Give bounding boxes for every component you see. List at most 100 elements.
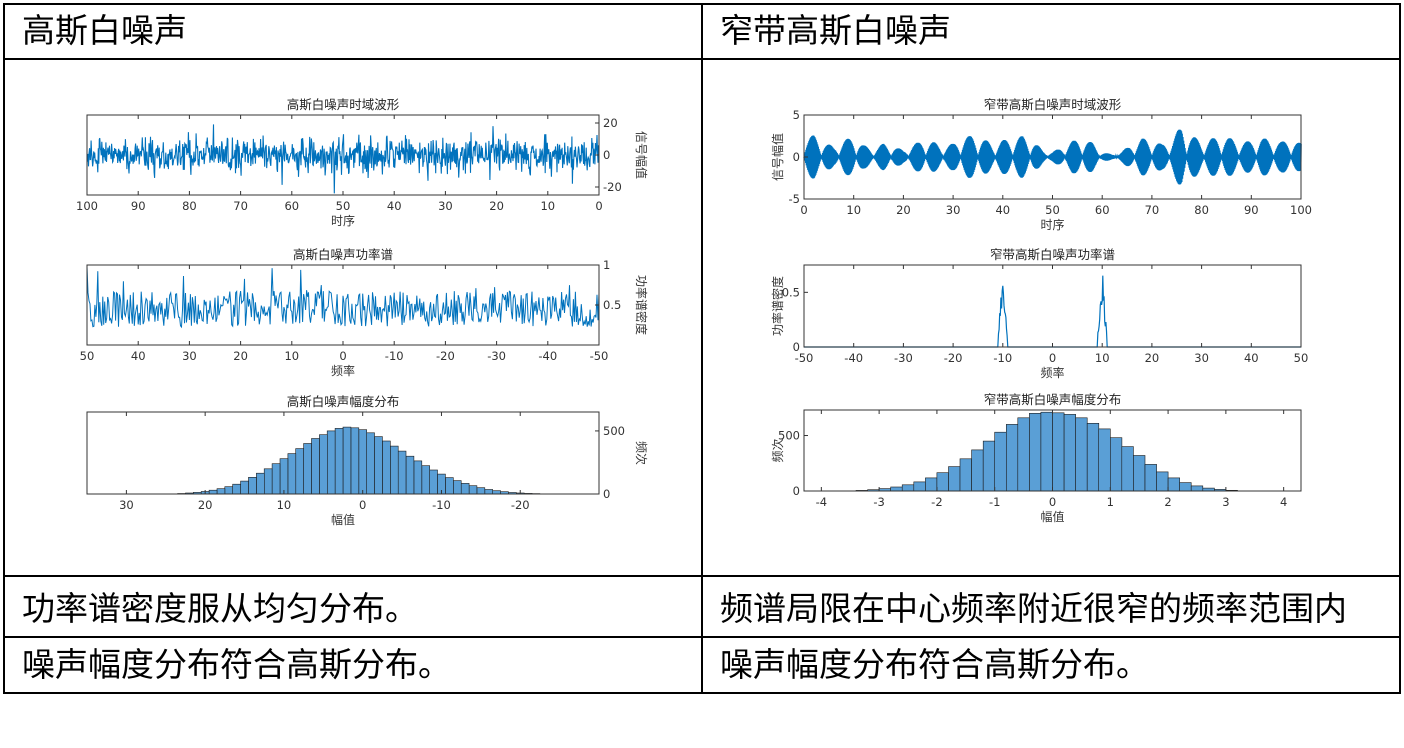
x-tick-label: 30 <box>182 349 197 363</box>
hist-bar <box>1029 412 1042 492</box>
x-tick-label: 40 <box>1244 351 1259 365</box>
hist-bar <box>460 483 470 495</box>
x-tick-label: 70 <box>1145 203 1160 217</box>
hist-bar <box>295 448 304 495</box>
y-tick-label: 0 <box>603 148 610 162</box>
hist-bar <box>468 485 478 495</box>
x-tick-label: 0 <box>1049 495 1056 509</box>
hist-bar <box>216 488 226 495</box>
y-axis-label: 频次 <box>634 441 648 465</box>
hist-bar <box>959 458 972 492</box>
x-axis-label: 时序 <box>331 213 355 228</box>
header-left: 高斯白噪声 <box>3 3 703 60</box>
hist-bar <box>1190 485 1204 492</box>
x-tick-label: 80 <box>1194 203 1209 217</box>
hist-bar <box>948 466 961 492</box>
x-tick-label: 0 <box>595 199 602 213</box>
chart-nb_psd: 窄带高斯白噪声功率谱 -50 -40 -30 -20 -10 0 10 20 30 40 50 0 0.5… <box>770 247 1308 380</box>
hist-bar <box>1121 446 1134 492</box>
hist-bar <box>982 440 996 492</box>
hist-bar <box>397 450 407 495</box>
y-tick-label: 500 <box>778 429 800 443</box>
x-tick-label: 20 <box>1145 351 1160 365</box>
y-tick-label: -5 <box>789 192 800 206</box>
x-tick-label: 1 <box>1107 495 1114 509</box>
y-tick-label: 20 <box>603 116 618 130</box>
x-tick-label: -50 <box>590 349 609 363</box>
axes-box <box>803 264 1302 348</box>
y-axis-label: 功率谱密度 <box>770 276 785 336</box>
hist-bar <box>913 481 926 492</box>
chart-gw_psd: 高斯白噪声功率谱 -50 -40 -30 -20 -10 0 10 20 30 40 50 0.5 1 频率… <box>80 247 649 378</box>
x-axis-label: 幅值 <box>1040 509 1064 524</box>
x-tick-label: 10 <box>277 498 292 512</box>
y-tick-label: 0 <box>793 484 800 498</box>
hist-bar <box>925 477 938 492</box>
hist-bar <box>1179 482 1192 492</box>
hist-bar <box>279 458 289 495</box>
x-tick-label: -50 <box>795 351 814 365</box>
x-tick-label: -20 <box>511 498 530 512</box>
row2-right-text: 噪声幅度分布符合高斯分布。 <box>701 636 1401 694</box>
x-tick-label: 4 <box>1280 495 1287 509</box>
x-axis-label: 频率 <box>1040 365 1064 380</box>
hist-bar <box>326 430 336 495</box>
row2-left-text: 噪声幅度分布符合高斯分布。 <box>3 636 703 694</box>
hist-bar <box>1098 428 1111 492</box>
hist-bar <box>1156 471 1169 492</box>
hist-bar <box>1052 412 1065 492</box>
y-tick-label: 500 <box>603 424 625 438</box>
hist-bar <box>890 486 903 492</box>
hist-bar <box>389 445 399 495</box>
x-tick-label: 20 <box>489 199 504 213</box>
x-tick-label: 60 <box>1095 203 1110 217</box>
x-tick-label: 2 <box>1164 495 1171 509</box>
x-tick-label: 50 <box>336 199 351 213</box>
header-row: 高斯白噪声 窄带高斯白噪声 <box>3 3 1401 60</box>
row1-left-text: 功率谱密度服从均匀分布。 <box>3 575 703 638</box>
hist-bar <box>319 434 328 495</box>
hist-bar <box>208 489 218 495</box>
x-tick-label: -40 <box>844 351 863 365</box>
hist-bar <box>413 460 423 495</box>
x-tick-label: 90 <box>131 199 146 213</box>
hist-bar <box>350 427 360 495</box>
hist-bar <box>334 428 344 495</box>
row1-right-text: 频谱局限在中心频率附近很窄的频率范围内 <box>701 575 1401 638</box>
hist-bar <box>1063 414 1077 492</box>
hist-bar <box>1005 424 1019 492</box>
x-tick-label: 30 <box>1194 351 1209 365</box>
chart-title: 窄带高斯白噪声功率谱 <box>990 247 1115 262</box>
hist-bar <box>374 436 383 495</box>
chart-title: 高斯白噪声幅度分布 <box>287 394 400 409</box>
x-axis-label: 幅值 <box>331 512 355 527</box>
hist-bar <box>311 438 320 495</box>
y-axis-label: 频次 <box>771 438 785 462</box>
y-tick-label: 0.5 <box>603 298 621 312</box>
figure-cell-left: 高斯白噪声时域波形 0 10 20 30 40 50 60 70 80 90 100 -20 0 20 时序信… <box>3 58 703 577</box>
hist-bar <box>901 484 915 492</box>
x-tick-label: 40 <box>387 199 402 213</box>
y-tick-label: 5 <box>793 108 800 122</box>
axes-box <box>86 411 600 495</box>
hist-bar <box>452 480 462 495</box>
hist-bar <box>445 477 454 495</box>
x-tick-label: 0 <box>339 349 346 363</box>
x-tick-label: -2 <box>931 495 942 509</box>
hist-bar <box>421 465 430 495</box>
x-tick-label: -20 <box>944 351 963 365</box>
hist-bar <box>256 472 265 495</box>
x-axis-label: 频率 <box>331 363 355 378</box>
y-axis-label: 信号幅值 <box>634 131 649 179</box>
chart-gw_time: 高斯白噪声时域波形0102030405060708090100-20020时序信… <box>76 97 649 228</box>
x-tick-label: 0 <box>359 498 366 512</box>
x-tick-label: -40 <box>538 349 557 363</box>
x-tick-label: -3 <box>873 495 884 509</box>
text-row-2: 噪声幅度分布符合高斯分布。 噪声幅度分布符合高斯分布。 <box>3 636 1401 694</box>
hist-bar <box>1075 417 1088 492</box>
chart-title: 高斯白噪声功率谱 <box>293 247 393 262</box>
header-right: 窄带高斯白噪声 <box>701 3 1401 60</box>
chart-title: 窄带高斯白噪声时域波形 <box>984 97 1122 112</box>
x-tick-label: -4 <box>816 495 827 509</box>
